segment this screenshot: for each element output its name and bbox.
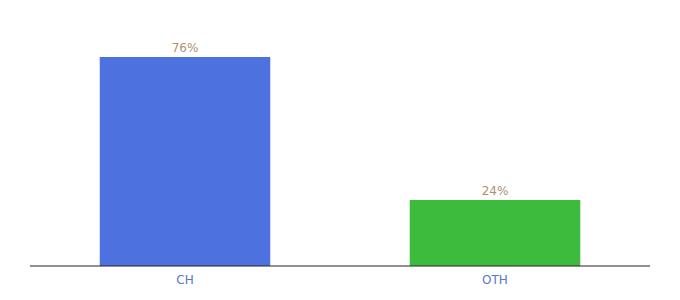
bars (100, 57, 581, 266)
chart: 76% CH 24% OTH (0, 0, 680, 300)
bar (100, 57, 271, 266)
bar (410, 200, 581, 266)
data-label: 76% (172, 41, 199, 55)
data-label: 24% (482, 184, 509, 198)
x-tick-label: CH (176, 273, 193, 287)
x-axis-line (30, 266, 650, 267)
x-tick-label: OTH (482, 273, 508, 287)
chart-container: 76% CH 24% OTH (0, 0, 680, 300)
